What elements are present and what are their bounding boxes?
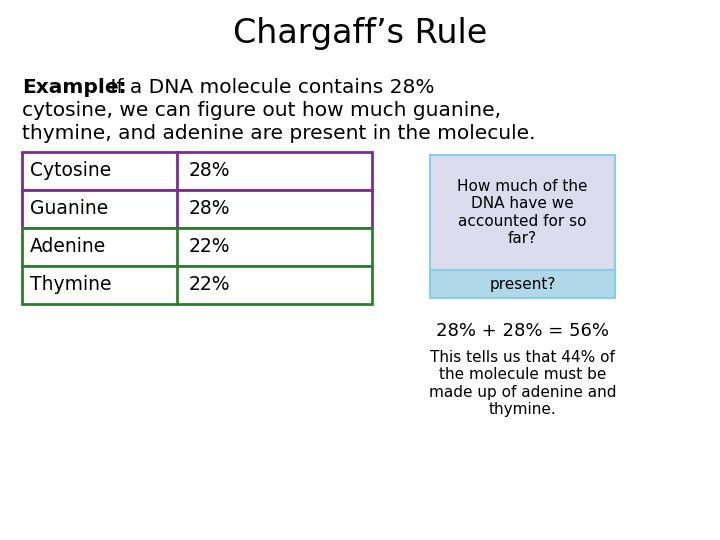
- Text: Example:: Example:: [22, 78, 127, 97]
- Text: present?: present?: [490, 276, 556, 292]
- Text: 22%: 22%: [189, 275, 230, 294]
- Text: thymine, and adenine are present in the molecule.: thymine, and adenine are present in the …: [22, 124, 536, 143]
- Text: Cytosine: Cytosine: [30, 161, 112, 180]
- Text: Adenine: Adenine: [30, 238, 107, 256]
- Text: 28%: 28%: [189, 199, 230, 219]
- Bar: [22, 190, 372, 228]
- Text: Thymine: Thymine: [30, 275, 112, 294]
- Bar: [22, 266, 372, 304]
- Text: 22%: 22%: [189, 238, 230, 256]
- Bar: [22, 228, 372, 266]
- Text: cytosine, we can figure out how much guanine,: cytosine, we can figure out how much gua…: [22, 101, 501, 120]
- Text: How much of the
DNA have we
accounted for so
far?: How much of the DNA have we accounted fo…: [457, 179, 588, 246]
- Bar: [22, 152, 372, 190]
- Text: 28%: 28%: [189, 161, 230, 180]
- Bar: [430, 155, 615, 270]
- Text: Guanine: Guanine: [30, 199, 108, 219]
- Text: This tells us that 44% of
the molecule must be
made up of adenine and
thymine.: This tells us that 44% of the molecule m…: [428, 350, 616, 417]
- Bar: [430, 270, 615, 298]
- Text: If a DNA molecule contains 28%: If a DNA molecule contains 28%: [104, 78, 434, 97]
- Text: 28% + 28% = 56%: 28% + 28% = 56%: [436, 322, 609, 340]
- Text: Chargaff’s Rule: Chargaff’s Rule: [233, 17, 487, 51]
